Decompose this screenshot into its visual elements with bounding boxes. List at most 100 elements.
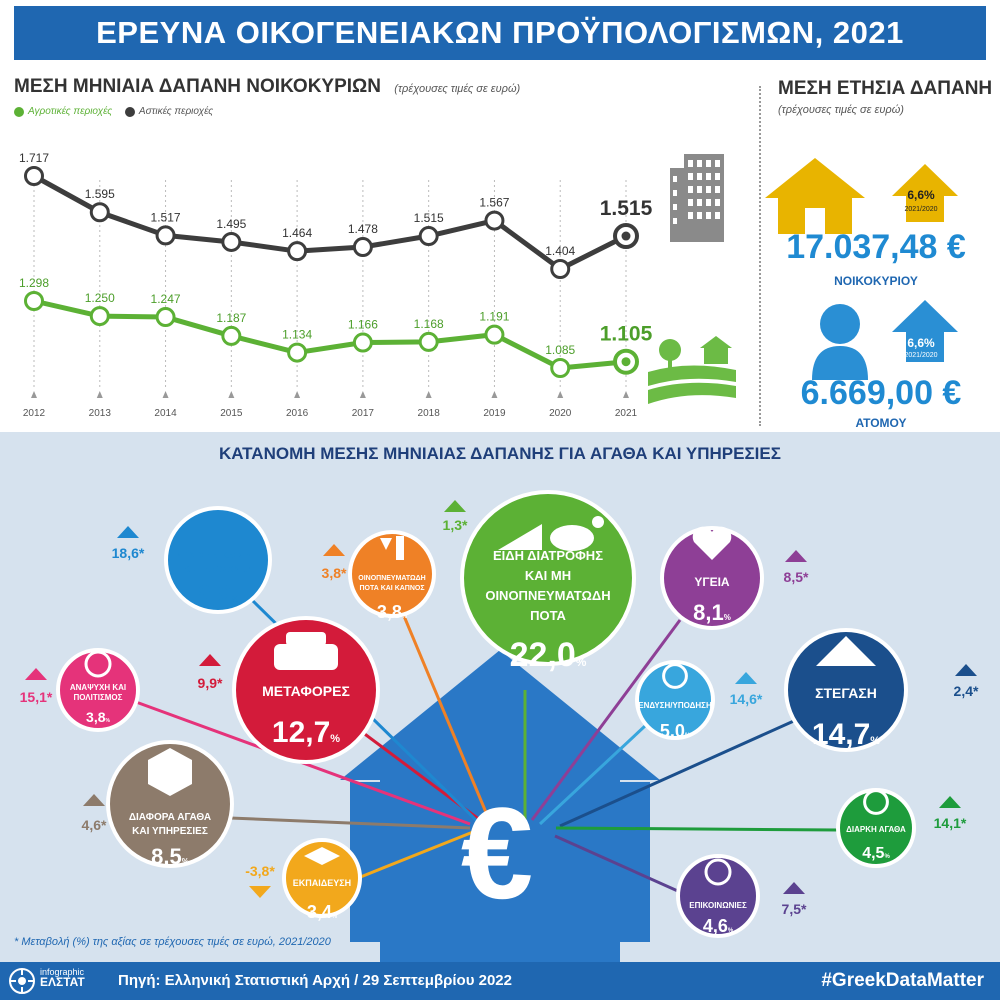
person-change-arrow-icon — [892, 300, 958, 362]
bubble-label: ΠΟΤΑ ΚΑΙ ΚΑΠΝΟΣ — [359, 585, 424, 592]
monthly-title: ΜΕΣΗ ΜΗΝΙΑΙΑ ΔΑΠΑΝΗ ΝΟΙΚΟΚΥΡΙΩΝ (τρέχουσ… — [14, 76, 520, 98]
data-point — [484, 210, 505, 231]
data-label: 1.191 — [479, 310, 509, 324]
bubble-label: ΜΕΤΑΦΟΡΕΣ — [262, 683, 350, 699]
connector-line — [402, 615, 492, 823]
bubble-value: 22,0% — [510, 636, 587, 674]
data-label: 1.595 — [85, 187, 115, 201]
year-tick-marker — [425, 391, 432, 398]
phone-icon — [704, 858, 732, 886]
legend-rural-swatch — [14, 106, 24, 117]
data-label: 1.495 — [216, 217, 246, 231]
data-point — [287, 241, 308, 262]
page-title: ΕΡΕΥΝΑ ΟΙΚΟΓΕΝΕΙΑΚΩΝ ΠΡΟΫΠΟΛΟΓΙΣΜΩΝ, 202… — [96, 15, 904, 50]
up-arrow-icon — [955, 664, 977, 676]
theatre-masks-icon — [84, 650, 112, 678]
monthly-legend: Αγροτικές περιοχές Αστικές περιοχές — [14, 106, 213, 117]
connector-line — [530, 619, 682, 821]
category-bubble-education: ΕΚΠΑΙΔΕΥΣΗ 3,4% — [282, 838, 362, 922]
change-value: 1,3* — [443, 517, 468, 533]
car-icon — [274, 632, 338, 670]
footer: infographic ΕΛΣΤΑΤ Πηγή: Ελληνική Στατισ… — [0, 962, 1000, 1000]
logo-line1: infographic — [40, 967, 85, 977]
bubble-value: 3,8% — [377, 602, 408, 622]
bubble-circle — [232, 616, 380, 764]
category-bubble-housing: ΣΤΕΓΑΣΗ 14,7% — [784, 628, 908, 752]
data-label: 1.168 — [414, 317, 444, 331]
bubble-label: ΠΟΤΑ — [530, 608, 566, 623]
data-point — [24, 166, 44, 186]
bubble-label: ΕΠΙΚΟΙΝΩΝΙΕΣ — [689, 901, 747, 910]
person-icon — [812, 304, 868, 380]
bubble-circle — [676, 854, 760, 938]
year-tick-marker — [294, 391, 301, 398]
connector-line — [538, 724, 647, 826]
bubble-circle — [784, 628, 908, 752]
bubble-value: 3,8% — [86, 709, 110, 725]
year-tick-marker — [557, 391, 564, 398]
data-label: 1.085 — [545, 343, 575, 357]
data-label: 1.298 — [19, 276, 49, 290]
change-indicator: 9,9* — [198, 654, 223, 691]
bubble-label: ΚΑΙ ΥΠΗΡΕΣΙΕΣ — [132, 826, 208, 837]
legend-urban-label: Αστικές περιοχές — [138, 106, 214, 117]
change-value: 4,6* — [82, 817, 107, 833]
category-bubble-durables: ΔΙΑΡΚΗ ΑΓΑΘΑ 4,5% — [836, 788, 916, 868]
x-tick-label: 2021 — [615, 408, 638, 419]
house-icon — [765, 158, 865, 234]
down-arrow-icon — [249, 886, 271, 898]
annual-title: ΜΕΣΗ ΕΤΗΣΙΑ ΔΑΠΑΝΗ — [778, 78, 993, 99]
change-indicator: 18,6* — [112, 526, 145, 561]
year-tick-marker — [359, 391, 366, 398]
person-label: ΑΤΟΜΟΥ — [855, 416, 907, 430]
data-label: 1.404 — [545, 244, 575, 258]
data-label: 1.515 — [600, 197, 653, 220]
household-change-value: 6,6% — [907, 188, 935, 202]
category-bubble-alcohol: ΟΙΝΟΠΝΕΥΜΑΤΩΔΗ ΠΟΤΑ ΚΑΙ ΚΑΠΝΟΣ 3,8% — [348, 530, 436, 622]
data-label: 1.478 — [348, 222, 378, 236]
bubble-label: ΔΙΑΦΟΡΑ ΑΓΑΘΑ — [129, 812, 211, 823]
data-point — [221, 325, 242, 346]
change-value: 15,1* — [20, 689, 53, 705]
x-tick-label: 2014 — [154, 408, 177, 419]
data-label: 1.187 — [216, 311, 246, 325]
up-arrow-icon — [735, 672, 757, 684]
bubble-label: ΟΙΝΟΠΝΕΥΜΑΤΩΔΗ — [358, 575, 426, 582]
distribution-bubble-chart: € ΕΙΔΗ ΔΙΑΤΡΟΦΗΣ ΚΑΙ ΜΗ ΟΙΝΟΠΝΕΥΜΑΤΩΔΗ ΠΟΤΑ… — [20, 490, 979, 962]
monthly-title-text: ΜΕΣΗ ΜΗΝΙΑΙΑ ΔΑΠΑΝΗ ΝΟΙΚΟΚΥΡΙΩΝ — [14, 76, 381, 97]
cheese-chicken-icon — [498, 516, 604, 551]
up-arrow-icon — [444, 500, 466, 512]
change-indicator: 1,3* — [443, 500, 468, 533]
household-amount: 17.037,48 € — [786, 228, 966, 266]
distribution-footnote: * Μεταβολή (%) της αξίας σε τρέχουσες τι… — [14, 936, 331, 948]
change-indicator: 2,4* — [954, 664, 979, 699]
bubble-label: ΕΝΔΥΣΗ/ΥΠΟΔΗΣΗ — [638, 701, 712, 710]
change-indicator: 4,6* — [82, 794, 107, 833]
monthly-subtitle: (τρέχουσες τιμές σε ευρώ) — [394, 83, 521, 95]
data-label: 1.166 — [348, 318, 378, 332]
bubble-circle — [348, 530, 436, 618]
monthly-line-chart: 1.717 1.595 1.517 1.495 1.464 1.478 1.515 1.567… — [19, 151, 736, 419]
rural-series-line — [33, 298, 627, 371]
recycle-icon — [863, 789, 889, 815]
data-point — [89, 306, 110, 327]
data-label: 1.105 — [600, 323, 653, 346]
change-value: 9,9* — [198, 675, 223, 691]
data-label: 1.250 — [85, 291, 115, 305]
up-arrow-icon — [323, 544, 345, 556]
data-point — [550, 358, 571, 378]
bubble-label: ΥΓΕΙΑ — [694, 575, 730, 589]
data-label: 1.717 — [19, 151, 49, 165]
section-divider — [759, 86, 761, 426]
bubble-value: 4,6% — [703, 916, 734, 936]
change-indicator: 15,1* — [20, 668, 53, 705]
year-tick-marker — [228, 391, 235, 398]
data-point — [287, 342, 308, 363]
change-indicator: 7,5* — [782, 882, 807, 917]
bubble-label: ΠΟΛΙΤΙΣΜΟΣ — [74, 693, 123, 702]
household-change-period: 2021/2020 — [904, 206, 938, 213]
